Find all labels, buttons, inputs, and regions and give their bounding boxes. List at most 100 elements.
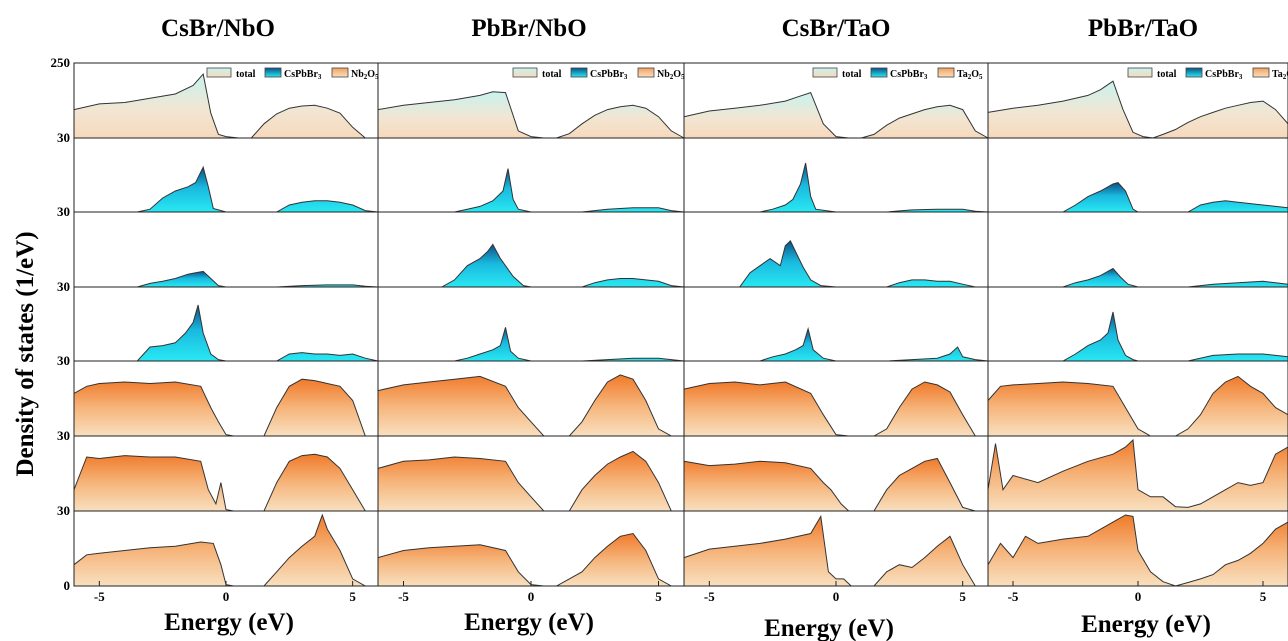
dos-area-r2-c3: [684, 163, 988, 212]
dos-area-r3-c3: [684, 240, 988, 287]
legend-swatch-total: [1127, 67, 1153, 78]
legend-label-oxide: Ta2O5: [957, 69, 983, 81]
legend-label-cspbbr3: CsPbBr3: [590, 69, 628, 81]
legend-label-cspbbr3: CsPbBr3: [284, 69, 322, 81]
panel-frame-r4-c1: [73, 286, 379, 362]
dos-line-r3-c3: [684, 239, 988, 288]
x-axis-label-4: Energy (eV): [1081, 611, 1211, 638]
y-tick-label: 250: [51, 55, 71, 70]
dos-area-r1-c2: [378, 91, 684, 138]
dos-line-r2-c2: [378, 168, 685, 213]
dos-area-r5-c1: [74, 379, 378, 436]
x-tick-label: -5: [94, 589, 105, 604]
dos-area-r4-c2: [378, 327, 684, 361]
legend-swatch-cspbbr3: [1185, 67, 1203, 78]
dos-line-r4-c3: [684, 326, 989, 362]
dos-line-r4-c2: [378, 327, 685, 362]
panel-frame-r2-c4: [987, 137, 1288, 213]
legend-label-oxide: Nb2O5: [351, 69, 379, 81]
y-tick-label: 30: [57, 428, 70, 443]
y-tick-label: 30: [57, 353, 70, 368]
x-tick-label: 5: [349, 589, 356, 604]
x-axis-label-1: Energy (eV): [164, 609, 294, 636]
y-tick-label: 30: [57, 130, 70, 145]
dos-area-r7-c1: [74, 515, 378, 586]
x-tick-label: 5: [655, 589, 662, 604]
column-title-1: CsBr/NbO: [161, 15, 275, 42]
dos-area-r1-c1: [74, 74, 378, 138]
x-tick-label: 5: [1260, 589, 1267, 604]
dos-line-r4-c1: [74, 304, 379, 362]
dos-area-r6-c1: [74, 454, 378, 511]
dos-line-r2-c4: [988, 182, 1288, 213]
dos-area-r3-c1: [74, 271, 378, 287]
dos-area-r3-c4: [988, 268, 1288, 287]
panel-frame-r3-c1: [73, 211, 379, 288]
legend-swatch-total: [512, 67, 538, 78]
dos-area-r2-c4: [988, 182, 1288, 212]
legend-label-cspbbr3: CsPbBr3: [1205, 69, 1243, 81]
dos-line-r3-c2: [378, 243, 685, 288]
dos-area-r2-c1: [74, 167, 378, 212]
legend-label-oxide: Nb2O5: [657, 69, 685, 81]
panel-frame-r4-c2: [377, 286, 685, 362]
dos-line-r4-c4: [988, 311, 1288, 362]
dos-line-r3-c4: [988, 267, 1288, 288]
legend-swatch-oxide: [937, 67, 955, 78]
legend-swatch-total: [812, 67, 838, 78]
dos-area-r3-c2: [378, 244, 684, 287]
dos-area-r6-c2: [378, 451, 684, 511]
dos-area-r2-c2: [378, 168, 684, 212]
x-tick-label: 0: [1135, 589, 1142, 604]
legend-label-total: total: [1157, 69, 1177, 80]
panel-frame-r2-c3: [683, 137, 989, 213]
x-tick-label: 0: [528, 589, 535, 604]
legend-swatch-cspbbr3: [264, 67, 282, 78]
dos-line-r6-c1: [73, 453, 378, 512]
legend-label-cspbbr3: CsPbBr3: [890, 69, 928, 81]
panel-frame-r3-c2: [377, 211, 685, 288]
legend-swatch-total: [206, 67, 232, 78]
panel-frame-r4-c4: [987, 286, 1288, 362]
dos-line-r1-c4: [987, 80, 1288, 139]
x-tick-label: 0: [223, 589, 230, 604]
column-title-4: PbBr/TaO: [1088, 15, 1198, 42]
y-tick-label: 30: [57, 503, 70, 518]
legend-swatch-oxide: [637, 67, 655, 78]
dos-area-r1-c4: [988, 81, 1288, 138]
x-axis-label-2: Energy (eV): [464, 609, 594, 636]
legend-label-total: total: [542, 69, 562, 80]
x-tick-label: -5: [1008, 589, 1019, 604]
panel-frame-r2-c2: [377, 137, 685, 213]
dos-area-r4-c3: [684, 328, 988, 361]
y-tick-label: 30: [57, 204, 70, 219]
dos-line-r7-c4: [987, 514, 1288, 587]
dos-line-r2-c1: [74, 165, 379, 213]
x-tick-label: -5: [398, 589, 409, 604]
panel-frame-r3-c3: [683, 211, 989, 288]
legend-swatch-cspbbr3: [570, 67, 588, 78]
dos-line-r6-c4: [987, 438, 1288, 508]
legend-swatch-oxide: [1252, 67, 1270, 78]
x-tick-label: -5: [704, 589, 715, 604]
y-tick-label: 30: [57, 279, 70, 294]
dos-area-r7-c2: [378, 533, 684, 586]
dos-area-r4-c4: [988, 312, 1288, 361]
dos-area-r5-c4: [988, 376, 1288, 436]
column-title-2: PbBr/NbO: [471, 15, 586, 42]
panel-frame-r3-c4: [987, 211, 1288, 288]
x-tick-label: 5: [959, 589, 966, 604]
dos-area-r5-c3: [684, 382, 988, 436]
dos-line-r2-c3: [684, 162, 989, 213]
legend-swatch-cspbbr3: [870, 67, 888, 78]
panel-frame-r4-c3: [683, 286, 989, 362]
dos-line-r7-c2: [377, 532, 684, 587]
dos-area-r7-c3: [684, 516, 988, 586]
y-axis-label: Density of states (1/eV): [12, 231, 39, 476]
x-tick-label: 0: [833, 589, 840, 604]
dos-area-r6-c4: [988, 440, 1288, 511]
dos-line-r3-c1: [74, 270, 379, 288]
x-axis-label-3: Energy (eV): [764, 615, 894, 641]
legend-swatch-oxide: [331, 67, 349, 78]
